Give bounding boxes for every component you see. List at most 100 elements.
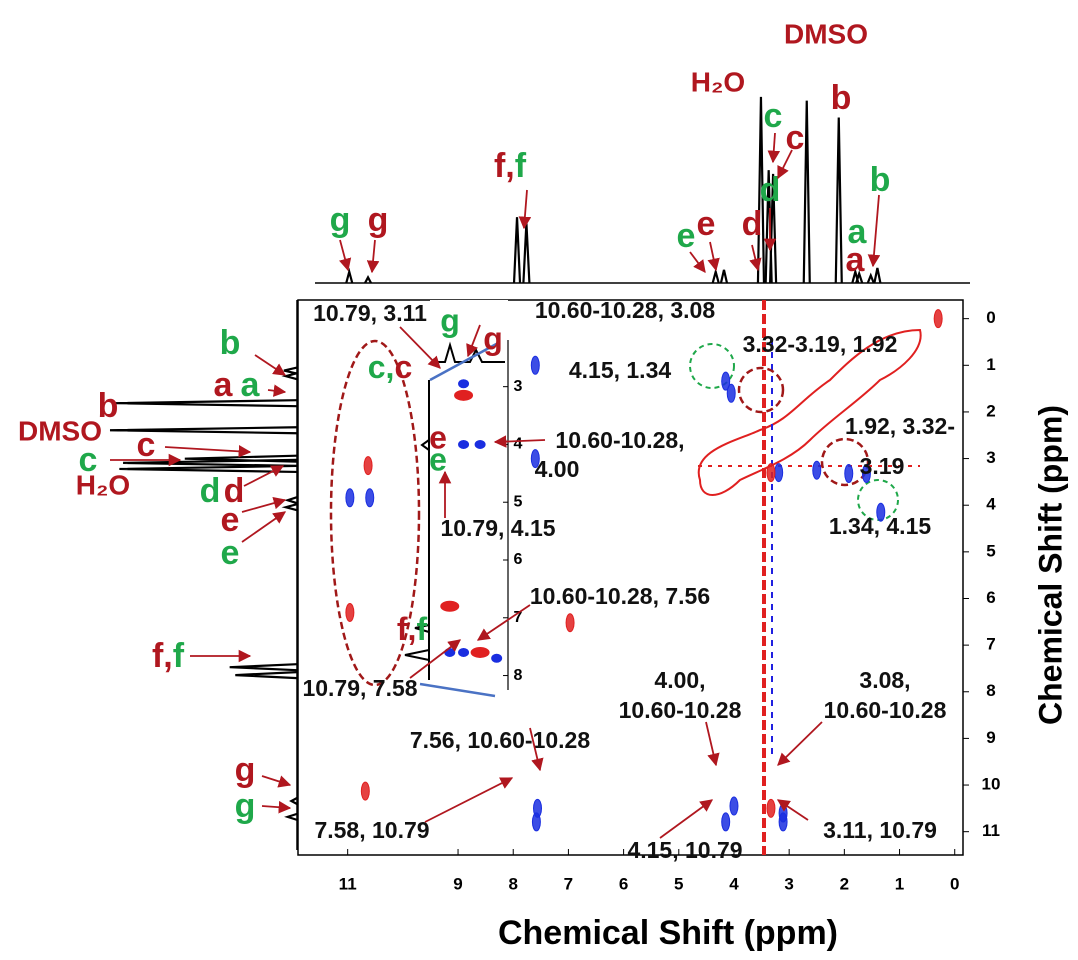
arrow: [660, 800, 712, 838]
cross-peak-annotation: 7.56, 10.60-10.28: [410, 727, 591, 753]
arrow: [262, 776, 290, 785]
inset-tick-label: 8: [514, 667, 523, 684]
x-tick-label: 11: [339, 874, 357, 893]
peak-label: a: [241, 366, 261, 404]
peak-label: g: [440, 302, 460, 338]
peak-label: H₂O: [76, 469, 130, 500]
arrow: [242, 512, 285, 542]
x-tick-label: 7: [564, 874, 573, 893]
inset-tick-label: 3: [514, 378, 523, 395]
peak-label: H₂O: [691, 66, 745, 97]
inset-peak: [459, 440, 469, 448]
cross-peak-annotation: 1.92, 3.32-: [845, 413, 955, 439]
peak-label: c,c: [368, 349, 412, 385]
arrow: [425, 778, 512, 822]
peak-label: g: [235, 751, 256, 789]
left-peak: [286, 504, 297, 510]
arrow: [242, 500, 285, 512]
y-tick-label: 8: [986, 681, 995, 700]
y-tick-label: 6: [986, 588, 995, 607]
peak-label: g: [235, 787, 256, 825]
top-peak: [346, 272, 352, 283]
y-tick-label: 10: [982, 775, 1001, 794]
arrow: [165, 447, 250, 452]
peak-label: b: [831, 79, 852, 117]
peak-label-part: c: [394, 349, 412, 385]
left-peak: [288, 814, 297, 820]
peak-label: d: [760, 171, 781, 209]
cross-peak-annotation: 4.00: [535, 456, 580, 482]
cross-peak: [779, 804, 787, 822]
cross-peak: [813, 461, 821, 479]
peak-label: g: [368, 201, 389, 239]
arrow: [372, 240, 375, 272]
inset-peak: [455, 390, 473, 400]
y-tick-label: 1: [986, 355, 995, 374]
peak-label: DMSO: [784, 18, 868, 49]
top-peak: [514, 217, 520, 283]
peak-label: g: [330, 201, 351, 239]
peak-label-part: c,: [368, 349, 395, 385]
cross-peak: [531, 356, 539, 374]
x-axis-label: Chemical Shift (ppm): [498, 914, 838, 952]
peak-label: d: [200, 472, 221, 510]
peak-label: a: [846, 241, 866, 279]
cross-peak: [722, 813, 730, 831]
cross-peak: [767, 464, 775, 482]
peak-label: g: [483, 320, 503, 356]
x-tick-label: 6: [619, 874, 628, 893]
peak-label: f,f: [494, 147, 527, 185]
inset-peak: [441, 601, 459, 611]
cross-peak: [566, 614, 574, 632]
y-tick-label: 9: [986, 728, 995, 747]
arrow: [690, 252, 705, 272]
x-tick-label: 8: [508, 874, 517, 893]
peak-label: c: [137, 426, 156, 464]
inset-peak: [492, 654, 502, 662]
cross-peak-annotation: 7.58, 10.79: [314, 817, 429, 843]
peak-label: e: [221, 534, 240, 572]
x-tick-label: 1: [895, 874, 904, 893]
chart: Chemical Shift (ppm) Chemical Shift (ppm…: [0, 0, 1078, 960]
left-peak: [288, 497, 297, 503]
cross-peak-annotation: 10.79, 7.58: [302, 675, 417, 701]
arrow: [268, 390, 285, 392]
cross-peak: [534, 799, 542, 817]
arrow: [752, 245, 758, 270]
cross-peak: [364, 457, 372, 475]
cross-peak: [366, 489, 374, 507]
top-peak: [721, 270, 727, 283]
y-axis-label: Chemical Shift (ppm): [1032, 405, 1068, 725]
cross-peak-annotation: 10.60-10.28, 7.56: [530, 583, 710, 609]
cross-peak-annotation: 10.60-10.28,: [555, 427, 684, 453]
cross-peak-annotation: 1.34, 4.15: [829, 513, 932, 539]
cross-peak: [934, 310, 942, 328]
peak-label: e: [677, 217, 696, 255]
cross-peak-annotation: 10.60-10.28: [824, 697, 947, 723]
inset-peak: [459, 648, 469, 656]
arrow: [773, 133, 775, 162]
inset-peak: [475, 440, 485, 448]
cross-peak-annotation: 3.11, 10.79: [823, 817, 937, 843]
left-peak: [286, 373, 297, 379]
peak-label-part: f,: [152, 637, 173, 675]
cross-peak-annotation: 4.15, 10.79: [627, 837, 742, 863]
cross-peak-annotation: 3.08,: [859, 667, 910, 693]
y-tick-label: 5: [986, 541, 995, 560]
peak-label: a: [214, 366, 234, 404]
arrow: [710, 242, 716, 270]
inset-peak: [471, 647, 489, 657]
left-peak: [230, 664, 297, 670]
top-peak: [523, 223, 529, 283]
arrow: [524, 190, 527, 228]
inset-peak: [459, 380, 469, 388]
top-peak: [874, 268, 880, 283]
y-tick-label: 3: [986, 448, 995, 467]
peak-label-part: f: [515, 147, 527, 185]
peak-label-part: f: [416, 611, 427, 647]
cross-peak-annotation: 10.79, 4.15: [440, 515, 555, 541]
peak-label: c: [764, 97, 783, 135]
peak-label: e: [697, 205, 716, 243]
peak-label: c: [786, 119, 805, 157]
top-peak: [836, 118, 842, 283]
